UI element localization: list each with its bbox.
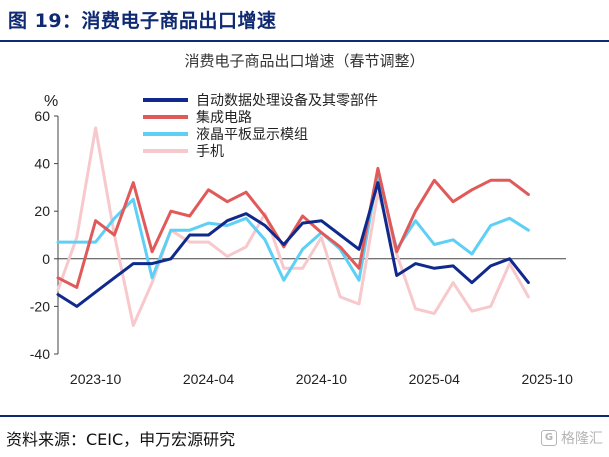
figure-header: 图 19：消费电子商品出口增速 [0,0,609,42]
figure-title: 图 19：消费电子商品出口增速 [8,10,277,32]
y-tick-label: -40 [30,346,50,362]
series-lines [56,126,530,327]
series-line-3 [56,171,530,282]
y-tick-label: 0 [42,251,50,267]
y-tick-label: -20 [30,298,50,314]
y-tick-label: 20 [34,203,50,219]
legend-label-2: 集成电路 [196,109,252,126]
source-note: 资料来源：CEIC，申万宏源研究 [6,430,236,449]
legend-label-1: 自动数据处理设备及其零部件 [196,92,378,109]
y-tick-label: 60 [34,108,50,124]
x-tick-label: 2024-10 [296,371,348,387]
figure-footer: 资料来源：CEIC，申万宏源研究 G 格隆汇 [0,415,609,457]
legend-label-4: 手机 [196,144,224,160]
series-line-1 [56,181,530,308]
y-tick-label: 40 [34,156,50,172]
x-tick-label: 2025-10 [521,371,573,387]
watermark-text: 格隆汇 [561,431,603,447]
x-tick-label: 2024-04 [183,371,235,387]
watermark: G 格隆汇 [541,428,603,448]
y-axis-unit-label: % [44,93,58,110]
x-tick-label: 2023-10 [70,371,122,387]
legend-label-3: 液晶平板显示模组 [196,127,308,143]
x-tick-label: 2025-04 [409,371,461,387]
series-line-4 [56,126,530,327]
axes: -40 -20 0 20 40 60 2023-10 2024-04 2024-10 2025-0… [30,108,573,387]
chart-title: 消费电子商品出口增速（春节调整） [184,52,425,70]
series-line-2 [56,166,530,289]
watermark-logo-icon: G [541,430,557,446]
line-chart: % -40 -20 0 20 40 60 2023-10 2024-04 2024-10 2025… [30,92,573,387]
